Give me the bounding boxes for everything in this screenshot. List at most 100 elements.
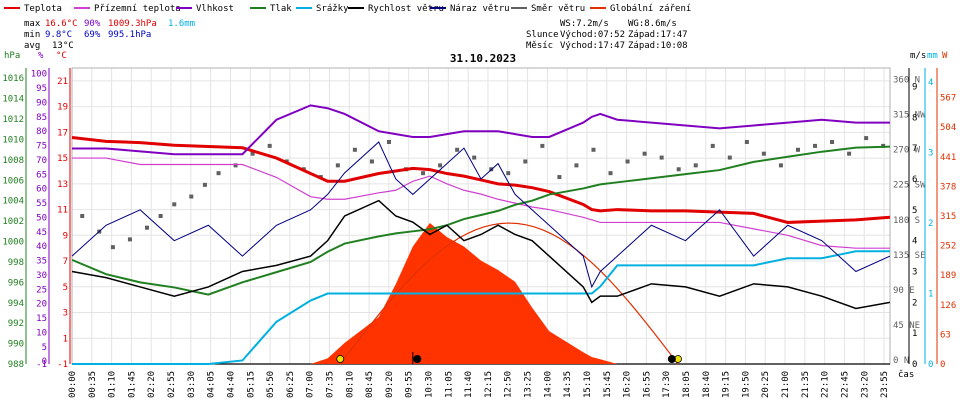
tick-w: 189 bbox=[940, 271, 956, 281]
legend-item-4: Srážky bbox=[316, 4, 349, 14]
direction-point bbox=[659, 155, 664, 160]
direction-point bbox=[778, 163, 783, 168]
tick-pct: 65 bbox=[36, 170, 47, 180]
tick-ms: 7 bbox=[912, 144, 917, 154]
tick-time: 06:25 bbox=[286, 371, 296, 398]
axis-pct-label: % bbox=[38, 51, 44, 61]
direction-point bbox=[830, 140, 835, 144]
tick-w: 504 bbox=[940, 123, 956, 133]
tick-w: 252 bbox=[940, 242, 956, 252]
tick-pct: 55 bbox=[36, 199, 47, 209]
tick-time: 15:10 bbox=[583, 371, 593, 398]
tick-temp: 5 bbox=[63, 283, 68, 293]
stats-min-press: 995.1hPa bbox=[108, 30, 151, 40]
chart-axes: 9889909929949969981000100210041006100810… bbox=[2, 67, 956, 398]
axis-temp-label: °C bbox=[56, 51, 67, 61]
direction-point bbox=[727, 155, 732, 160]
axis-ms-label: m/s bbox=[910, 51, 926, 61]
tick-pct: 20 bbox=[36, 300, 47, 310]
tick-time: 09:55 bbox=[405, 371, 415, 398]
tick-time: 02:20 bbox=[147, 371, 157, 398]
series-line-5 bbox=[71, 199, 891, 310]
tick-w: 63 bbox=[940, 330, 951, 340]
stats-max-press: 1009.3hPa bbox=[108, 19, 157, 29]
stats-block: max 16.6°C 90% 1009.3hPa 1.6mm min 9.8°C… bbox=[24, 19, 195, 51]
direction-point bbox=[625, 159, 630, 164]
tick-time: 23:20 bbox=[860, 371, 870, 398]
direction-point bbox=[761, 151, 766, 156]
tick-time: 05:50 bbox=[266, 371, 276, 398]
moonrise-marker bbox=[667, 355, 676, 363]
tick-pct: 60 bbox=[36, 185, 47, 195]
direction-point bbox=[523, 159, 528, 164]
tick-w: 126 bbox=[940, 301, 956, 311]
tick-ms: 5 bbox=[912, 206, 917, 216]
direction-point bbox=[864, 136, 869, 141]
direction-point bbox=[676, 167, 681, 172]
tick-ms: 1 bbox=[912, 329, 917, 339]
legend-item-8: Globální záření bbox=[610, 4, 691, 14]
tick-time: 18:05 bbox=[682, 371, 692, 398]
stats-max-rain: 1.6mm bbox=[168, 19, 195, 29]
tick-w: 567 bbox=[940, 94, 956, 104]
series-line-2 bbox=[72, 104, 890, 156]
tick-direction: 270 W bbox=[893, 146, 921, 156]
tick-time: 05:15 bbox=[246, 371, 256, 398]
legend-item-0: Teplota bbox=[24, 4, 62, 14]
tick-direction: 225 SW bbox=[893, 181, 926, 191]
direction-point bbox=[158, 214, 163, 218]
direction-point bbox=[591, 147, 596, 152]
tick-hpa: 992 bbox=[8, 319, 24, 329]
direction-point bbox=[127, 237, 132, 242]
tick-w: 378 bbox=[940, 182, 956, 192]
tick-pct: 50 bbox=[36, 213, 47, 223]
tick-mm: 4 bbox=[928, 78, 933, 88]
axis-mm-label: mm bbox=[927, 51, 938, 61]
tick-pct: 40 bbox=[36, 242, 47, 252]
legend-item-5: Rychlost větru bbox=[368, 4, 444, 14]
tick-w: 441 bbox=[940, 153, 956, 163]
tick-time: 02:55 bbox=[167, 371, 177, 398]
direction-point bbox=[352, 147, 357, 152]
tick-temp: -1 bbox=[57, 360, 68, 370]
tick-time: 09:20 bbox=[385, 371, 395, 398]
chart-plot-area bbox=[71, 104, 891, 365]
tick-direction: 45 NE bbox=[893, 321, 920, 331]
tick-hpa: 998 bbox=[8, 258, 24, 268]
tick-mm: 2 bbox=[928, 219, 933, 229]
tick-time: 16:20 bbox=[623, 371, 633, 398]
tick-temp: 7 bbox=[63, 257, 68, 267]
tick-hpa: 1006 bbox=[2, 176, 24, 186]
tick-time: 11:40 bbox=[464, 371, 474, 398]
direction-point bbox=[795, 147, 800, 152]
series-line-6 bbox=[71, 141, 891, 289]
legend-item-7: Směr větru bbox=[531, 4, 585, 14]
direction-point bbox=[813, 143, 818, 148]
tick-temp: 21 bbox=[57, 77, 68, 87]
tick-mm: 3 bbox=[928, 149, 933, 159]
sunrise-marker bbox=[336, 355, 345, 363]
series-line-0 bbox=[71, 136, 891, 224]
direction-point bbox=[335, 163, 340, 168]
tick-pct: 25 bbox=[36, 285, 47, 295]
tick-ms: 4 bbox=[912, 237, 917, 247]
tick-direction: 0 N bbox=[893, 356, 909, 366]
tick-time: 18:40 bbox=[702, 371, 712, 398]
tick-time: 23:55 bbox=[880, 371, 890, 398]
direction-point bbox=[557, 175, 562, 180]
chart-legend: Teplota Přízemní teplota Vlhkost Tlak Srážky… bbox=[4, 4, 691, 14]
tick-time: 04:40 bbox=[226, 371, 236, 398]
axis-hpa-label: hPa bbox=[4, 51, 20, 61]
direction-point bbox=[80, 214, 85, 218]
tick-pct: -1 bbox=[36, 360, 47, 370]
direction-point bbox=[455, 147, 460, 152]
tick-ms: 9 bbox=[912, 83, 917, 93]
tick-hpa: 988 bbox=[8, 360, 24, 370]
tick-pct: 85 bbox=[36, 113, 47, 123]
tick-time: 22:45 bbox=[840, 371, 850, 398]
direction-point bbox=[438, 163, 443, 168]
legend-item-1: Přízemní teplota bbox=[94, 4, 181, 14]
direction-point bbox=[421, 171, 426, 176]
tick-time: 00:00 bbox=[68, 371, 78, 398]
direction-point bbox=[110, 245, 115, 250]
